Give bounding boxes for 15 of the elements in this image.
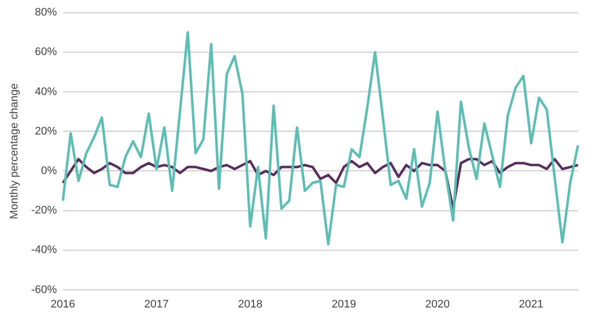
x-tick-label: 2021 — [518, 298, 544, 310]
x-tick-label: 2017 — [144, 298, 169, 310]
y-tick-label: -20% — [31, 204, 58, 217]
y-tick-label: 40% — [34, 86, 58, 98]
y-tick-label: -60% — [31, 284, 58, 296]
y-axis-title: Monthly percentage change — [8, 83, 21, 220]
y-tick-label: 0% — [40, 165, 58, 178]
x-tick-label: 2016 — [50, 298, 76, 310]
y-tick-label: -40% — [31, 244, 58, 256]
y-tick-label: 20% — [34, 125, 58, 138]
y-tick-label: 60% — [34, 46, 58, 58]
x-tick-label: 2020 — [425, 298, 450, 310]
y-tick-label: 80% — [34, 6, 58, 19]
x-tick-label: 2019 — [332, 298, 356, 310]
x-tick-label: 2018 — [238, 298, 262, 310]
